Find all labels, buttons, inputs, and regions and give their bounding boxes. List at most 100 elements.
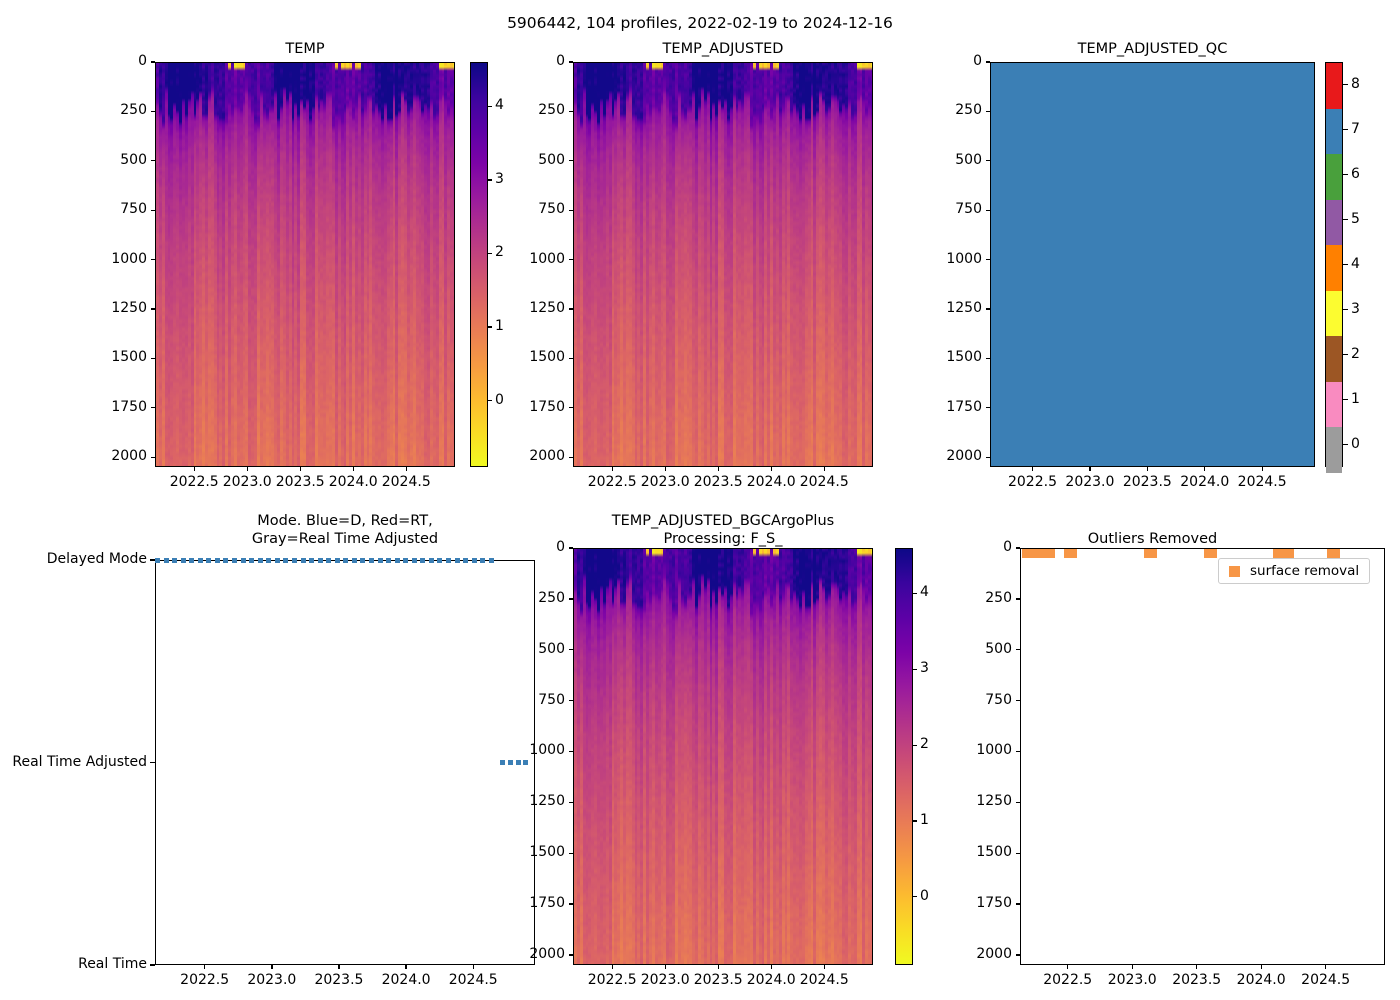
temp-profile-column [395, 63, 399, 466]
bgc-profile-column [799, 549, 803, 964]
bgc-profile-column [787, 549, 792, 964]
temp-xticklabel-4: 2024.5 [381, 474, 431, 490]
temp-adjusted-profile-column [819, 63, 823, 466]
temp-adjusted-profile-column [706, 63, 711, 466]
bgc-profile-column [724, 549, 728, 964]
temp-profile-column [375, 63, 379, 466]
temp-profile-column [231, 63, 235, 466]
temp-ytickmark-1 [151, 110, 155, 113]
temp-adjusted-profile-column [582, 63, 587, 466]
temp-xtickmark-2 [299, 467, 301, 471]
bgc-profile-column [634, 549, 639, 964]
bgc-profile-column [813, 549, 817, 964]
temp-profile-column [288, 63, 293, 466]
colorbar-qc-ticklabel-7: 7 [1351, 120, 1360, 137]
temp-adjusted-profile-column [738, 63, 742, 466]
mode-marker [500, 760, 506, 765]
bgc-profile-column [853, 549, 858, 964]
temp-profile-column [447, 63, 451, 466]
bgc-profile-column [637, 549, 642, 964]
temp-xticklabel-3: 2024.0 [328, 474, 378, 490]
temp-yticklabel-5: 1250 [111, 299, 147, 316]
mode-xtickmark-0 [204, 965, 206, 969]
bgc-ytickmark-3 [569, 699, 573, 702]
temp-adjusted-ytickmark-3 [569, 209, 573, 211]
bgc-profile-column [778, 549, 783, 964]
temp-profile-column [222, 63, 226, 466]
temp-adjusted-profile-column [859, 63, 864, 466]
colorbar-bgc-tickmark-3 [913, 668, 917, 670]
mode-yticklabel-2: Real Time [78, 956, 147, 972]
bgc-xtickmark-4 [823, 965, 825, 969]
qc-xtickmark-1 [1089, 467, 1091, 471]
temp-profile-column [156, 63, 160, 466]
colorbar-temp-ticklabel-3: 3 [495, 170, 504, 187]
temp-profile-column [268, 63, 273, 466]
bgc-xtickmark-0 [611, 965, 613, 969]
surface-removal-label: surface removal [1250, 563, 1360, 579]
temp-adjusted-profile-column [579, 63, 584, 466]
mode-marker [360, 557, 366, 563]
bgc-profile-column [700, 549, 705, 964]
temp-profile-column [219, 63, 224, 466]
temp-adjusted-profile-column [599, 63, 604, 466]
temp-profile-column [352, 63, 356, 466]
colorbar-qc-cell-8 [1326, 427, 1342, 473]
outliers-xticklabel-4: 2024.5 [1301, 972, 1351, 988]
temp-profile-column [430, 63, 434, 466]
temp-profile-column [406, 63, 411, 466]
temp-adjusted-profile-column [594, 63, 598, 466]
bgc-profile-column [611, 549, 616, 964]
qc-xticklabel-3: 2024.0 [1180, 474, 1230, 490]
temp-profile-column [398, 63, 402, 466]
temp-profile-column [343, 63, 348, 466]
outliers-yticklabel-0: 0 [1003, 539, 1012, 555]
temp-profile-column [294, 63, 299, 466]
mode-xticklabel-4: 2024.5 [448, 972, 498, 988]
panel-bgcargoplus [573, 548, 873, 965]
panel-mode [155, 560, 535, 965]
temp-adjusted-profile-column [848, 63, 852, 466]
temp-adjusted-profile-column [845, 63, 849, 466]
qc-yticklabel-8: 2000 [946, 448, 982, 465]
temp-profile-column [314, 63, 319, 466]
outliers-ytickmark-6 [1016, 852, 1020, 854]
temp-profile-column [317, 63, 322, 466]
temp-adjusted-xtickmark-3 [770, 467, 772, 471]
mode-series-delayed [155, 557, 497, 563]
colorbar-temp-tickmark-0 [488, 400, 492, 402]
bgc-profile-column [597, 549, 601, 964]
mode-marker [386, 557, 392, 563]
mode-ytickmark-0 [150, 559, 155, 561]
mode-marker [214, 557, 220, 563]
colorbar-qc-ticklabel-8: 8 [1351, 75, 1360, 92]
mode-marker [420, 557, 426, 563]
temp-adjusted-profile-column [801, 63, 806, 466]
mode-marker [317, 557, 323, 563]
outlier-marker [1327, 549, 1341, 558]
qc-xtickmark-3 [1204, 467, 1206, 471]
temp-adjusted-profile-column [657, 63, 662, 466]
temp-profile-column [285, 63, 290, 466]
temp-profile-column [248, 63, 252, 466]
bgc-profile-column [827, 549, 832, 964]
temp-profile-column [236, 63, 241, 466]
temp-adjusted-profile-column [856, 63, 861, 466]
qc-xticklabel-1: 2023.0 [1065, 474, 1115, 490]
temp-profile-column [366, 63, 371, 466]
mode-marker [197, 557, 203, 563]
temp-profile-column [207, 63, 212, 466]
temp-profile-column [239, 63, 244, 466]
panel-temp [155, 62, 455, 467]
mode-marker [377, 557, 383, 563]
mode-marker [163, 557, 169, 563]
temp-adjusted-profile-column [732, 63, 737, 466]
temp-adjusted-profile-column [744, 63, 748, 466]
outlier-marker [1021, 549, 1035, 558]
colorbar-qc-ticklabel-0: 0 [1351, 435, 1360, 452]
temp-ytickmark-6 [151, 357, 155, 360]
mode-marker [189, 557, 195, 563]
bgc-profile-column [761, 549, 766, 964]
temp-adjusted-profile-column [833, 63, 838, 466]
bgc-profile-column [793, 549, 797, 964]
